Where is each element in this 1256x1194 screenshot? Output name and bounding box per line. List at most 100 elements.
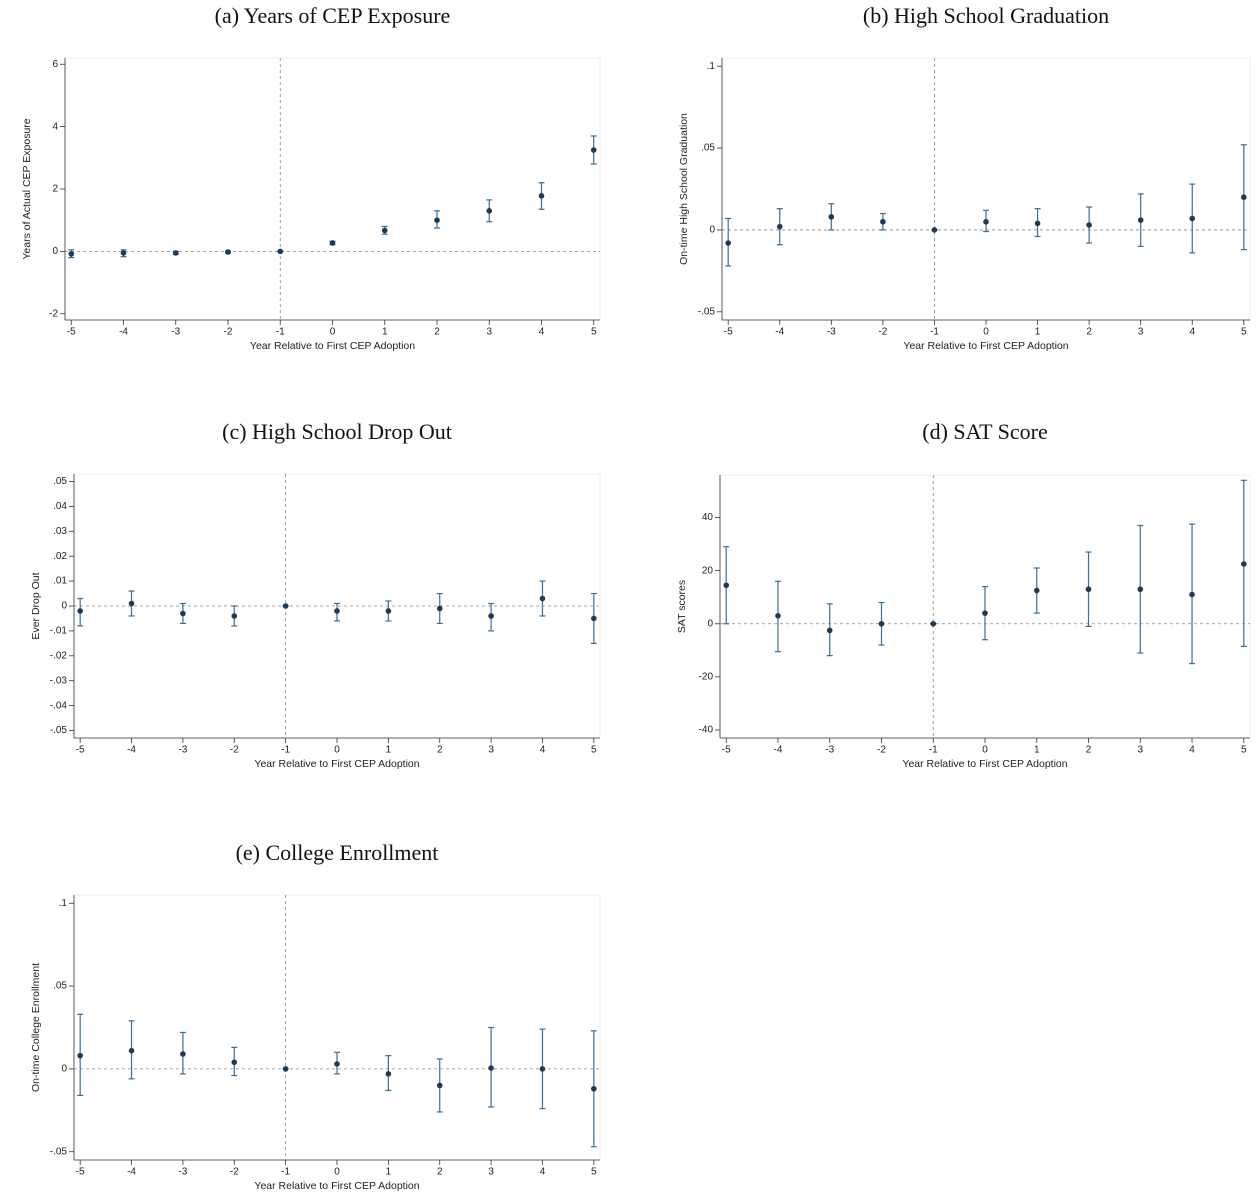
point <box>1189 591 1195 598</box>
x-tick-label: 4 <box>1189 327 1195 338</box>
point <box>385 1071 392 1077</box>
x-axis-label: Year Relative to First CEP Adoption <box>254 1180 419 1192</box>
point <box>590 147 597 153</box>
point <box>68 251 75 257</box>
y-tick-label: 40 <box>702 512 714 523</box>
y-tick-label: 0 <box>52 246 58 257</box>
point <box>329 240 336 246</box>
y-axis-label: On-time College Enrollment <box>30 963 42 1092</box>
point <box>385 608 392 614</box>
plot-area <box>64 57 601 321</box>
point <box>1086 222 1092 228</box>
y-tick-label: .02 <box>53 551 67 562</box>
chart-title: (d) SAT Score <box>922 419 1047 444</box>
x-tick-label: -4 <box>119 327 128 338</box>
point <box>591 615 597 622</box>
x-tick-label: -3 <box>827 327 836 338</box>
point <box>878 620 885 627</box>
x-tick-label: -1 <box>929 745 938 756</box>
x-tick-label: 5 <box>591 1167 597 1178</box>
y-tick-label: -40 <box>699 725 714 736</box>
x-axis-label: Year Relative to First CEP Adoption <box>250 340 415 352</box>
point <box>282 603 289 609</box>
x-tick-label: 1 <box>386 745 392 756</box>
point <box>436 1082 443 1089</box>
point <box>120 250 127 256</box>
point <box>776 223 783 230</box>
point <box>983 218 989 225</box>
chart-title: (c) High School Drop Out <box>222 419 452 444</box>
y-tick-label: -.05 <box>50 1146 68 1157</box>
point <box>77 608 83 614</box>
x-axis-label: Year Relative to First CEP Adoption <box>254 758 419 770</box>
x-tick-label: -2 <box>224 327 233 338</box>
y-tick-label: 0 <box>709 225 715 236</box>
y-tick-label: .01 <box>53 576 67 587</box>
chart-title: (b) High School Graduation <box>863 3 1109 28</box>
point <box>77 1052 83 1059</box>
x-tick-label: -5 <box>76 1167 85 1178</box>
x-tick-label: 4 <box>540 745 546 756</box>
x-tick-label: 0 <box>983 327 989 338</box>
y-tick-label: .03 <box>53 526 67 537</box>
plot-area <box>73 894 601 1161</box>
x-tick-label: 3 <box>488 1167 494 1178</box>
x-tick-label: 5 <box>591 745 597 756</box>
x-tick-label: -3 <box>178 745 187 756</box>
x-axis-label: Year Relative to First CEP Adoption <box>902 758 1067 770</box>
x-tick-label: 2 <box>437 1167 443 1178</box>
point <box>930 620 937 627</box>
y-tick-label: -.03 <box>50 675 68 686</box>
x-axis-label: Year Relative to First CEP Adoption <box>903 340 1068 352</box>
x-tick-label: 1 <box>1035 327 1041 338</box>
x-tick-label: -3 <box>171 327 180 338</box>
point <box>1034 220 1041 227</box>
point <box>1137 217 1144 223</box>
point <box>1189 215 1196 222</box>
point <box>725 240 731 246</box>
x-tick-label: 2 <box>437 745 443 756</box>
y-tick-label: .05 <box>53 981 67 992</box>
point <box>826 627 833 634</box>
point <box>828 214 835 220</box>
point <box>334 608 340 614</box>
x-tick-label: -1 <box>930 327 939 338</box>
point <box>539 1066 546 1072</box>
x-tick-label: -5 <box>724 327 733 338</box>
x-tick-label: 5 <box>591 327 597 338</box>
point <box>591 1085 597 1092</box>
point <box>723 582 730 589</box>
point <box>488 1065 494 1071</box>
y-tick-label: 20 <box>702 565 714 576</box>
y-tick-label: 2 <box>52 184 58 195</box>
x-tick-label: 2 <box>434 327 440 338</box>
y-tick-label: .05 <box>53 476 67 487</box>
y-tick-label: 4 <box>52 121 58 132</box>
y-axis-label: SAT scores <box>676 580 688 633</box>
y-tick-label: -.04 <box>50 700 68 711</box>
y-tick-label: -.05 <box>50 725 68 736</box>
point <box>434 217 440 223</box>
point <box>1085 586 1092 593</box>
plot-area <box>721 57 1251 321</box>
point <box>172 250 179 256</box>
x-tick-label: 4 <box>540 1167 546 1178</box>
point <box>1033 587 1040 594</box>
x-tick-label: 5 <box>1241 745 1247 756</box>
x-tick-label: -1 <box>281 745 290 756</box>
point <box>334 1061 340 1067</box>
point <box>231 613 238 619</box>
point <box>538 193 545 199</box>
point <box>1137 586 1144 593</box>
x-tick-label: 0 <box>334 1167 340 1178</box>
y-tick-label: .1 <box>707 61 716 72</box>
x-tick-label: 2 <box>1086 327 1092 338</box>
x-tick-label: -4 <box>774 745 783 756</box>
y-tick-label: -.05 <box>698 306 716 317</box>
x-tick-label: -2 <box>230 1167 239 1178</box>
point <box>225 249 231 255</box>
point <box>486 208 493 214</box>
x-tick-label: -4 <box>127 1167 136 1178</box>
x-tick-label: -1 <box>281 1167 290 1178</box>
